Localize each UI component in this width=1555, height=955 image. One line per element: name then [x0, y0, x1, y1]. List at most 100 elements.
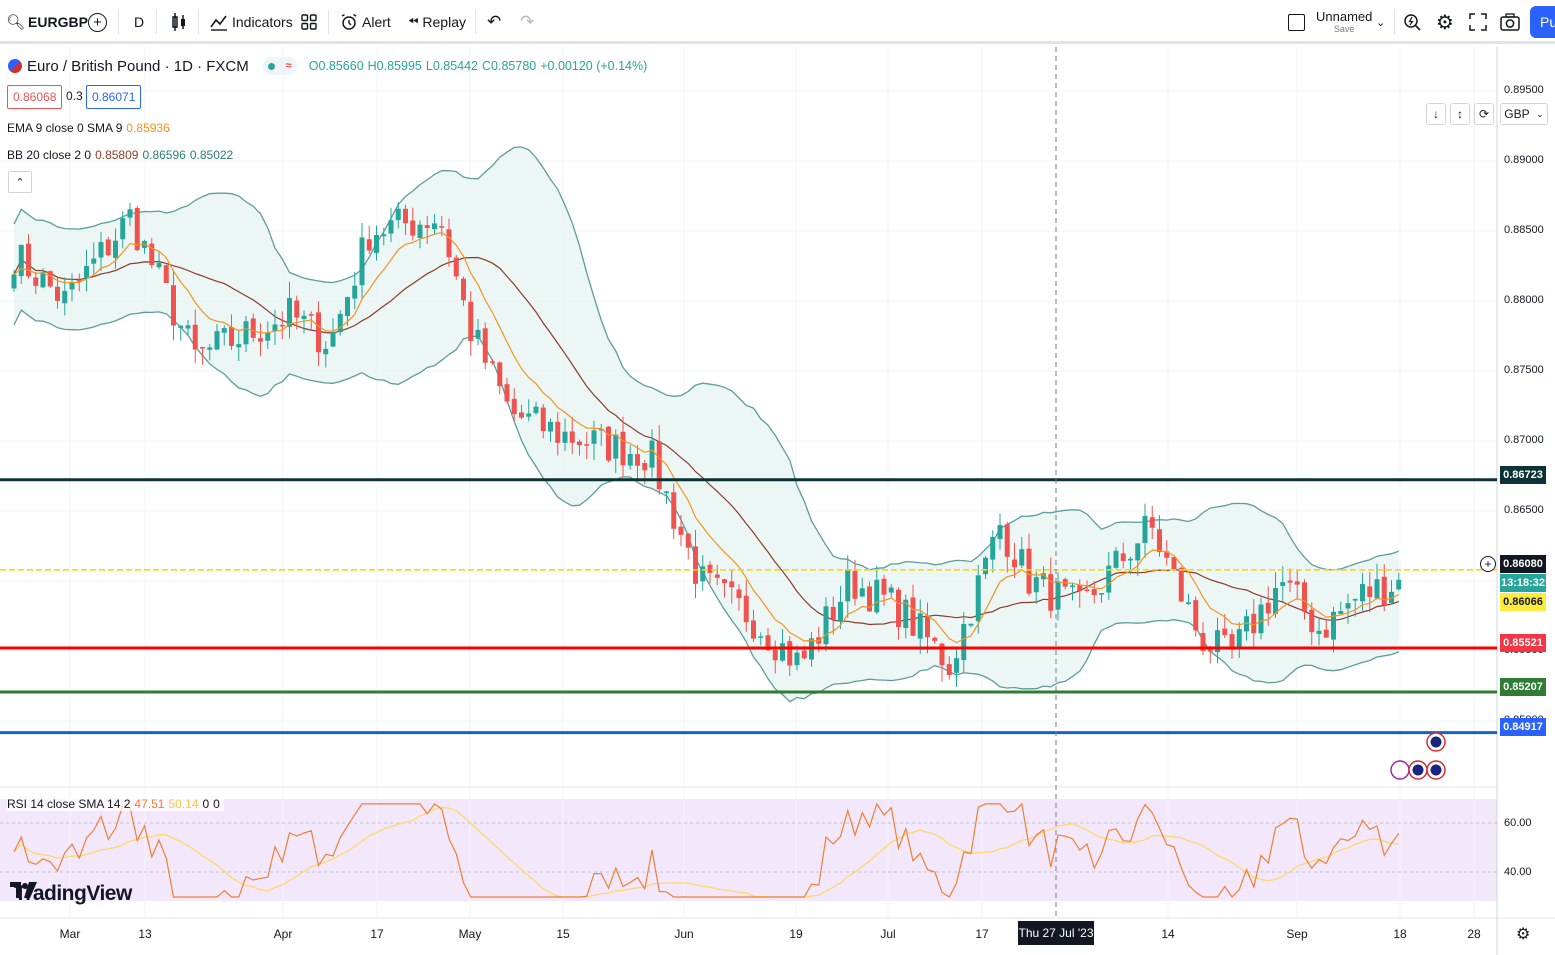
candle-body: [156, 262, 162, 268]
publish-label: Pu: [1540, 14, 1555, 30]
camera-icon: [1500, 13, 1520, 31]
candle-body: [867, 586, 872, 612]
interval-button[interactable]: D: [134, 0, 144, 44]
series-title[interactable]: Euro / British Pound · 1D · FXCM: [27, 57, 249, 75]
sell-price-box[interactable]: 0.86068: [7, 85, 63, 109]
candle-body: [1178, 567, 1184, 602]
gear-icon: ⚙︎: [1516, 926, 1531, 943]
rsi-legend[interactable]: RSI 14 close SMA 14 2 47.51 50.14 0 0: [7, 797, 224, 811]
candle-body: [1215, 630, 1220, 653]
candle-body: [780, 643, 785, 661]
buy-price-box[interactable]: 0.86071: [86, 85, 142, 109]
candle-body: [388, 220, 394, 234]
indicators-icon: [210, 15, 227, 31]
grid-icon: [301, 14, 317, 30]
candle-body: [359, 237, 365, 286]
quick-search-button[interactable]: [1403, 0, 1422, 44]
candle-body: [395, 208, 401, 221]
compare-symbol-button[interactable]: +: [88, 0, 107, 44]
layout-dropdown-button[interactable]: ⌄: [1376, 0, 1385, 44]
candle-body: [250, 318, 256, 338]
candle-body: [1157, 529, 1162, 553]
candle-body: [881, 578, 887, 595]
rsi-sma-value: 50.14: [168, 797, 199, 811]
candle-body: [279, 325, 285, 327]
candle-body: [1207, 649, 1213, 652]
indicators-button[interactable]: Indicators: [210, 0, 293, 44]
templates-button[interactable]: [300, 0, 318, 44]
currency-select[interactable]: GBP ⌄: [1500, 103, 1548, 125]
replay-button[interactable]: ⏪︎ Replay: [408, 0, 466, 44]
candle-body: [1099, 593, 1104, 595]
divider: [156, 10, 157, 34]
candle-body: [714, 574, 720, 578]
price-tag: 0.86066: [1500, 593, 1546, 611]
candle-body: [105, 239, 111, 256]
gear-icon: ⚙︎: [1436, 11, 1454, 34]
rsi-value: 47.51: [134, 797, 165, 811]
candle-body: [519, 412, 524, 418]
bollinger-fill: [14, 147, 1399, 702]
candle-body: [1019, 549, 1025, 566]
price-axis-label: 0.87500: [1504, 364, 1544, 376]
market-status-icon: ≈: [262, 57, 297, 75]
candle-body: [627, 454, 633, 466]
candle-body: [1091, 589, 1097, 596]
candle-body: [830, 606, 836, 620]
ema-legend[interactable]: EMA 9 close 0 SMA 9 0.85936: [7, 121, 174, 135]
candle-body: [983, 557, 988, 575]
candle-body: [758, 636, 764, 638]
layout-select-checkbox[interactable]: [1288, 0, 1305, 44]
symbol-label: EURGBP: [28, 14, 88, 30]
fullscreen-button[interactable]: [1469, 0, 1487, 44]
divider: [118, 10, 119, 34]
publish-button[interactable]: Pu: [1530, 6, 1555, 38]
candle-body: [120, 218, 126, 240]
candle-body: [1273, 588, 1278, 614]
candle-body: [11, 274, 17, 289]
candle-body: [685, 533, 691, 548]
candle-body: [113, 240, 118, 258]
time-axis-label: Mar: [59, 927, 81, 941]
time-axis-label: 17: [975, 927, 989, 941]
alert-button[interactable]: Alert: [340, 0, 391, 44]
candle-body: [961, 623, 967, 661]
chart-type-button[interactable]: [170, 0, 188, 44]
chart-area[interactable]: Euro / British Pound · 1D · FXCM ≈ O0.85…: [0, 47, 1555, 955]
scroll-to-latest-button[interactable]: ↓: [1426, 103, 1446, 125]
undo-button[interactable]: ↶: [487, 0, 501, 44]
tradingview-logo[interactable]: TradingView: [10, 882, 132, 906]
rewind-icon: ⏪︎: [408, 14, 419, 29]
candle-body: [1251, 613, 1257, 634]
chart-canvas[interactable]: [0, 47, 1555, 955]
candle-body: [751, 620, 756, 639]
reset-scale-button[interactable]: ⟳: [1474, 103, 1494, 125]
symbol-search-button[interactable]: 🔍︎ EURGBP: [6, 0, 88, 44]
candle-body: [1331, 611, 1336, 640]
collapse-button[interactable]: ↕: [1450, 103, 1470, 125]
ohlc-close: C0.85780: [482, 59, 537, 73]
fullscreen-icon: [1469, 13, 1487, 31]
candle-body: [98, 242, 104, 258]
candle-body: [374, 234, 379, 253]
indicators-label: Indicators: [232, 14, 293, 30]
add-alert-plus-icon[interactable]: +: [1480, 556, 1496, 572]
layout-name-button[interactable]: Unnamed Save: [1316, 0, 1372, 44]
time-axis-label: 15: [556, 927, 570, 941]
rsi-line: [13, 802, 1400, 898]
redo-button[interactable]: ↷: [520, 0, 534, 44]
collapse-legend-button[interactable]: ⌃: [8, 171, 32, 193]
snapshot-button[interactable]: [1500, 0, 1520, 44]
candle-body: [577, 441, 582, 446]
settings-button[interactable]: ⚙︎: [1436, 0, 1454, 44]
chevron-down-icon: ⌄: [1536, 108, 1544, 119]
candle-body: [845, 569, 851, 602]
time-axis-settings-button[interactable]: ⚙︎: [1516, 924, 1530, 944]
bb-legend[interactable]: BB 20 close 2 0 0.85809 0.86596 0.85022: [7, 148, 237, 162]
candle-body: [301, 315, 307, 319]
candle-body: [511, 398, 517, 415]
candle-body: [18, 244, 24, 277]
candle-body: [787, 641, 793, 666]
candle-body: [47, 271, 53, 287]
spread-value: 0.3: [66, 89, 83, 103]
